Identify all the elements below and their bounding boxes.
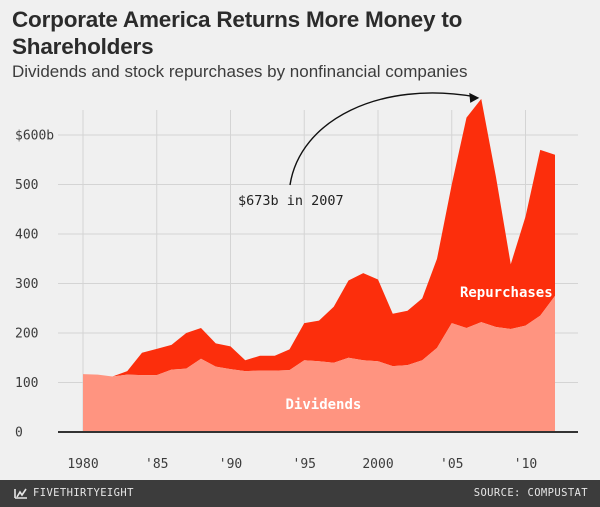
dividends-area [83,295,555,432]
series-label-dividends: Dividends [285,397,361,413]
footer-bar: FIVETHIRTYEIGHT SOURCE: COMPUSTAT [0,480,600,507]
footer-brand: FIVETHIRTYEIGHT [14,487,134,499]
label-layer: Dividends Repurchases $673b in 2007 [238,92,553,413]
x-tick-label-1985: '85 [145,457,168,472]
annotation-peak-2007: $673b in 2007 [238,193,344,209]
area-layer [83,98,555,432]
x-tick-label-2000: 2000 [362,457,393,472]
y-tick-label-100: 100 [15,376,38,391]
x-tick-label-2010: '10 [514,457,537,472]
x-tick-label-1990: '90 [219,457,242,472]
x-tick-label-2005: '05 [440,457,463,472]
y-tick-label-0: 0 [15,426,23,441]
y-tick-label-500: 500 [15,178,38,193]
chart-canvas: 0 100 200 300 400 500 $600b 1980 '85 '90 '95 2000 '0… [15,92,578,472]
annotation-arrow-head [469,92,480,103]
y-tick-label-600: $600b [15,129,54,144]
series-label-repurchases: Repurchases [460,285,553,301]
y-tick-label-400: 400 [15,228,38,243]
footer-brand-text: FIVETHIRTYEIGHT [33,487,134,499]
annotation-arrow-line [289,92,476,186]
y-tick-label-200: 200 [15,327,38,342]
x-tick-label-1980: 1980 [67,457,98,472]
chart-subtitle: Dividends and stock repurchases by nonfi… [12,62,468,81]
footer-source: SOURCE: COMPUSTAT [473,487,588,499]
y-tick-label-300: 300 [15,277,38,292]
fivethirtyeight-logo-icon [14,488,27,499]
x-tick-label-1995: '95 [293,457,316,472]
repurchases-area [83,98,555,377]
chart-title: Corporate America Returns More Money to … [12,7,463,59]
axis-layer: 0 100 200 300 400 500 $600b 1980 '85 '90 '95 2000 '0… [15,129,578,472]
